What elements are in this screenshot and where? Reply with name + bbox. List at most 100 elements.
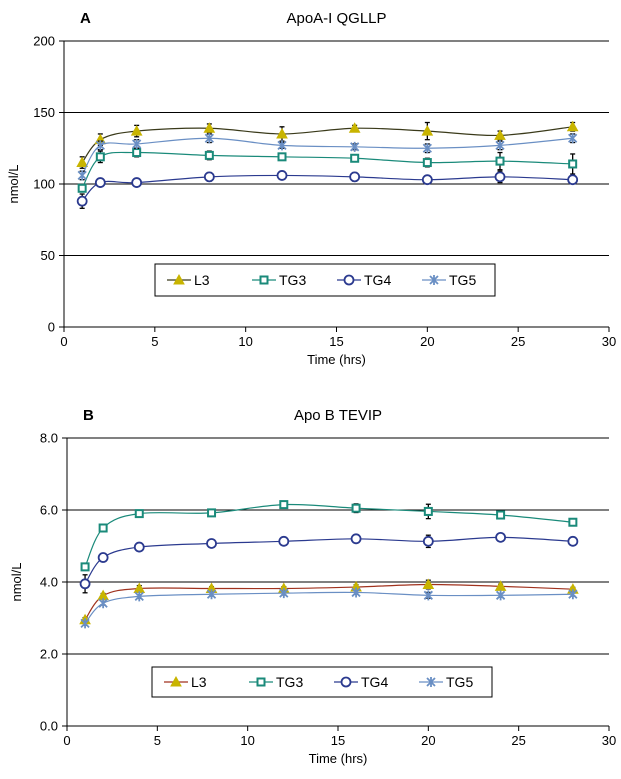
data-point [97, 552, 109, 563]
data-point [495, 140, 505, 151]
y-axis-label: nmol/L [6, 164, 21, 203]
legend-marker [343, 274, 355, 286]
data-point [568, 133, 578, 144]
legend-marker [426, 677, 436, 687]
legend-marker [429, 275, 439, 285]
data-point [132, 148, 142, 158]
data-point [279, 500, 289, 510]
data-point [77, 183, 87, 193]
data-point [422, 535, 434, 547]
y-axis-label: nmol/L [9, 562, 24, 601]
series-tg4 [79, 531, 579, 594]
x-tick-label: 10 [240, 733, 254, 748]
panel-letter: B [83, 407, 94, 424]
y-tick-label: 2.0 [40, 647, 58, 662]
x-tick-label: 20 [420, 334, 434, 349]
data-point [206, 589, 217, 600]
data-point [130, 125, 143, 136]
chart-panel-b: 0.0 2.0 4.0 6.0 8.0 0 5 10 15 20 25 30 B Apo B TEVIP T… [9, 407, 616, 766]
x-tick-label: 0 [60, 334, 67, 349]
data-point [206, 538, 217, 549]
data-point [495, 531, 507, 543]
data-point [568, 589, 578, 600]
data-point [203, 171, 215, 183]
x-tick-label: 5 [154, 733, 161, 748]
series-tg3 [80, 500, 578, 572]
x-axis-label: Time (hrs) [309, 751, 368, 766]
legend: L3 TG3 TG4 TG5 [151, 666, 493, 698]
legend-marker [259, 275, 269, 285]
series-line [84, 536, 573, 585]
data-point [204, 133, 214, 144]
legend-marker [170, 675, 182, 687]
data-point [207, 508, 217, 518]
data-point [276, 170, 288, 181]
series-tg5 [80, 587, 578, 629]
data-point [568, 517, 578, 527]
data-point [76, 156, 89, 168]
data-point [350, 153, 360, 163]
data-point [349, 171, 361, 183]
data-point [495, 590, 506, 601]
data-point [494, 171, 506, 183]
data-point [568, 159, 578, 169]
y-tick-label: 100 [33, 177, 55, 192]
data-point [95, 152, 105, 162]
x-tick-label: 30 [602, 334, 616, 349]
chart-panel-a: 0 50 100 150 200 0 5 10 15 20 25 30 A ApoA-I QGLLP Tim… [6, 10, 616, 367]
chart-title: ApoA-I QGLLP [286, 10, 386, 27]
x-tick-label: 25 [511, 733, 525, 748]
data-point [80, 618, 90, 629]
series-l3 [76, 120, 579, 169]
panel-letter: A [80, 10, 91, 27]
x-axis-label: Time (hrs) [307, 352, 366, 367]
data-point [94, 177, 106, 188]
data-point [494, 129, 506, 140]
data-point [496, 510, 506, 520]
data-point [351, 503, 361, 513]
y-tick-label: 150 [33, 105, 55, 120]
data-point [277, 152, 287, 162]
data-point [566, 120, 579, 132]
data-point [422, 158, 432, 168]
legend-label: TG4 [361, 674, 388, 690]
x-tick-label: 20 [421, 733, 435, 748]
y-tick-label: 8.0 [40, 431, 58, 446]
data-point [95, 140, 105, 151]
y-tick-label: 6.0 [40, 503, 58, 518]
x-tick-label: 10 [238, 334, 252, 349]
data-point [98, 598, 108, 609]
data-point [204, 150, 214, 160]
data-point [98, 523, 108, 533]
y-tick-label: 50 [41, 248, 55, 263]
data-point [351, 587, 361, 598]
x-tick-label: 15 [331, 733, 345, 748]
data-point [421, 125, 434, 136]
legend-label: TG5 [446, 674, 473, 690]
data-point [278, 535, 290, 547]
data-point [276, 127, 288, 139]
data-point [348, 122, 361, 133]
y-tick-label: 200 [33, 34, 55, 49]
legend-label: TG5 [449, 272, 476, 288]
legend-label: L3 [194, 272, 210, 288]
data-point [422, 578, 435, 590]
x-tick-label: 5 [151, 334, 158, 349]
x-tick-label: 30 [602, 733, 616, 748]
data-point [495, 156, 505, 166]
series-tg5 [77, 133, 578, 181]
data-point [567, 174, 579, 186]
data-point [203, 122, 216, 133]
y-tick-label: 0.0 [40, 719, 58, 734]
series-l3 [79, 578, 579, 625]
data-point [132, 138, 142, 149]
data-point [77, 170, 87, 181]
data-point [567, 535, 579, 547]
data-point [131, 177, 143, 188]
data-point [133, 541, 145, 553]
data-point [79, 578, 91, 590]
data-point [350, 533, 362, 545]
legend-label: TG3 [279, 272, 306, 288]
